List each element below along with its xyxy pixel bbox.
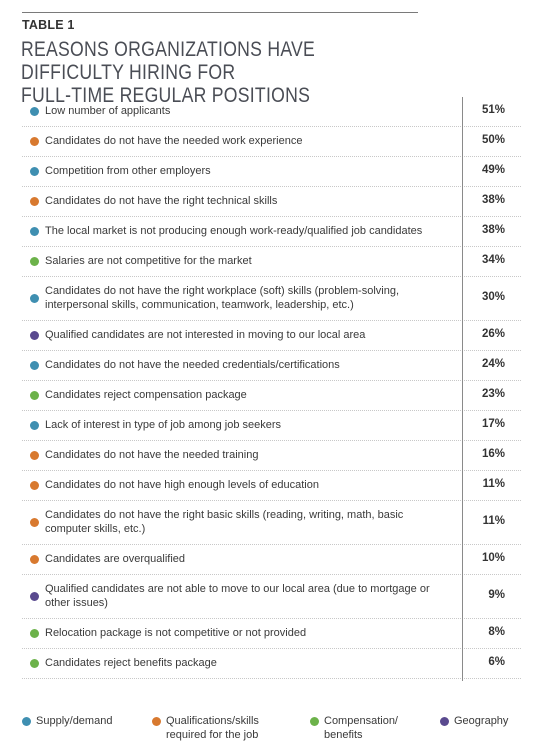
table-title: REASONS ORGANIZATIONS HAVE DIFFICULTY HI… xyxy=(21,38,391,107)
row-value: 50% xyxy=(481,134,505,146)
legend-label: Supply/demand xyxy=(36,714,112,728)
row-label: The local market is not producing enough… xyxy=(45,225,423,237)
table-row: Candidates are overqualified 10% xyxy=(22,545,521,575)
category-dot-icon xyxy=(30,421,39,430)
row-value: 10% xyxy=(481,552,505,564)
row-label: Candidates do not have the needed work e… xyxy=(45,135,303,147)
category-dot-icon xyxy=(30,481,39,490)
category-dot-icon xyxy=(30,361,39,370)
legend-label: Geography xyxy=(454,714,508,728)
table-row: The local market is not producing enough… xyxy=(22,217,521,247)
legend: Supply/demand Qualifications/skills requir… xyxy=(22,714,532,744)
row-value: 38% xyxy=(481,224,505,236)
category-dot-icon xyxy=(30,137,39,146)
row-label: Lack of interest in type of job among jo… xyxy=(45,419,282,431)
title-line-1: REASONS ORGANIZATIONS HAVE DIFFICULTY HI… xyxy=(21,38,316,84)
row-value: 6% xyxy=(488,656,505,668)
table-row: Candidates reject benefits package 6% xyxy=(22,649,521,679)
category-dot-icon xyxy=(30,555,39,564)
row-value: 24% xyxy=(481,358,505,370)
table-row: Competition from other employers 49% xyxy=(22,157,521,187)
row-label: Low number of applicants xyxy=(45,105,171,117)
legend-label-line: Compensation/ xyxy=(324,715,398,727)
category-dot-icon xyxy=(30,197,39,206)
row-value: 23% xyxy=(481,388,505,400)
row-value: 26% xyxy=(481,328,505,340)
table-row: Candidates do not have the right workpla… xyxy=(22,277,521,321)
category-dot-icon xyxy=(30,107,39,116)
table-row: Candidates do not have high enough level… xyxy=(22,471,521,501)
row-label: Qualified candidates are not able to mov… xyxy=(45,583,430,609)
row-label: Candidates reject benefits package xyxy=(45,657,217,669)
legend-label-line: Geography xyxy=(454,715,509,727)
row-value: 38% xyxy=(481,194,505,206)
table-row: Salaries are not competitive for the mar… xyxy=(22,247,521,277)
legend-label-line: benefits xyxy=(324,729,363,741)
category-dot-icon xyxy=(30,451,39,460)
row-label: Candidates reject compensation package xyxy=(45,389,247,401)
table-row: Candidates do not have the needed traini… xyxy=(22,441,521,471)
table-row: Candidates do not have the right basic s… xyxy=(22,501,521,545)
category-dot-icon xyxy=(30,629,39,638)
top-rule xyxy=(22,12,418,13)
table-label: TABLE 1 xyxy=(22,18,75,32)
row-label: Candidates do not have the right basic s… xyxy=(45,509,404,535)
category-dot-icon xyxy=(30,257,39,266)
row-value: 34% xyxy=(481,254,505,266)
row-label: Salaries are not competitive for the mar… xyxy=(45,255,252,267)
legend-dot-icon xyxy=(22,717,31,726)
row-value: 16% xyxy=(481,448,505,460)
row-label: Candidates do not have the right technic… xyxy=(45,195,278,207)
table-row: Low number of applicants 51% xyxy=(22,97,521,127)
row-value: 51% xyxy=(481,104,505,116)
category-dot-icon xyxy=(30,659,39,668)
legend-label: Qualifications/skills required for the jo… xyxy=(166,714,259,742)
row-label: Candidates do not have the needed traini… xyxy=(45,449,259,461)
table-row: Relocation package is not competitive or… xyxy=(22,619,521,649)
row-label: Qualified candidates are not interested … xyxy=(45,329,366,341)
category-dot-icon xyxy=(30,518,39,527)
legend-label-line: Supply/demand xyxy=(36,715,113,727)
row-value: 49% xyxy=(481,164,505,176)
row-label: Candidates are overqualified xyxy=(45,553,186,565)
table-row: Qualified candidates are not able to mov… xyxy=(22,575,521,619)
category-dot-icon xyxy=(30,294,39,303)
category-dot-icon xyxy=(30,227,39,236)
category-dot-icon xyxy=(30,167,39,176)
row-value: 30% xyxy=(481,291,505,303)
category-dot-icon xyxy=(30,331,39,340)
row-label: Relocation package is not competitive or… xyxy=(45,627,307,639)
table-row: Candidates do not have the needed work e… xyxy=(22,127,521,157)
legend-label-line: Qualifications/skills xyxy=(166,715,259,727)
row-value: 8% xyxy=(488,626,505,638)
legend-dot-icon xyxy=(310,717,319,726)
row-value: 9% xyxy=(488,589,505,601)
table-row: Qualified candidates are not interested … xyxy=(22,321,521,351)
table-row: Lack of interest in type of job among jo… xyxy=(22,411,521,441)
row-value: 11% xyxy=(482,515,505,527)
row-value: 17% xyxy=(481,418,505,430)
table-row: Candidates do not have the needed creden… xyxy=(22,351,521,381)
row-label: Competition from other employers xyxy=(45,165,211,177)
title-line-2: FULL-TIME REGULAR POSITIONS xyxy=(21,84,311,107)
category-dot-icon xyxy=(30,592,39,601)
table-row: Candidates do not have the right technic… xyxy=(22,187,521,217)
row-label: Candidates do not have the right workpla… xyxy=(45,285,399,311)
legend-dot-icon xyxy=(152,717,161,726)
row-value: 11% xyxy=(482,478,505,490)
category-dot-icon xyxy=(30,391,39,400)
row-label: Candidates do not have high enough level… xyxy=(45,479,319,491)
table-row: Candidates reject compensation package 23… xyxy=(22,381,521,411)
row-label: Candidates do not have the needed creden… xyxy=(45,359,340,371)
legend-label: Compensation/benefits xyxy=(324,714,398,742)
legend-label-line: required for the job xyxy=(166,729,259,741)
column-divider xyxy=(462,97,463,681)
legend-dot-icon xyxy=(440,717,449,726)
